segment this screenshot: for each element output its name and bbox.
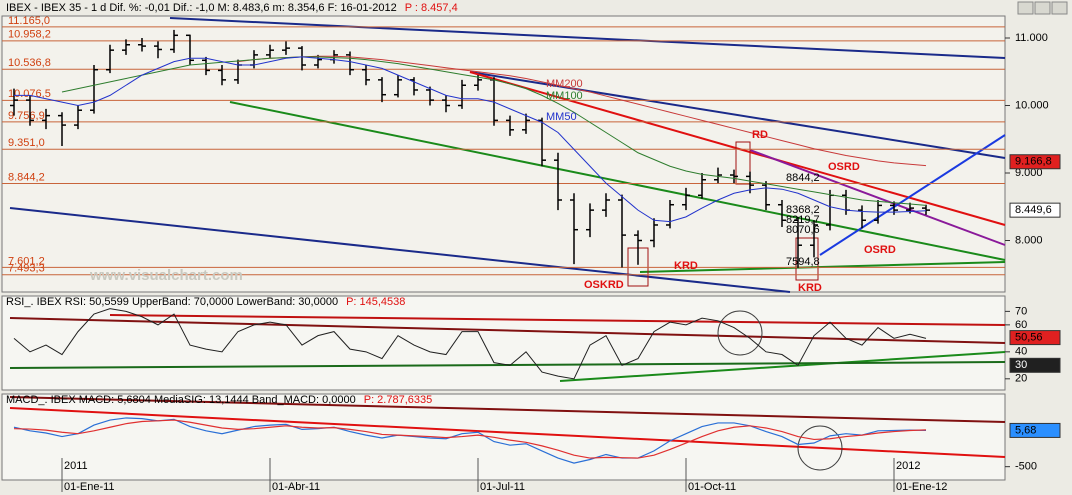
panel-title: MACD_. IBEX MACD: 5,6804 MediaSIG: 13,14… [6, 394, 356, 406]
trendline [9, 317, 1006, 344]
last-value-box [1009, 422, 1061, 438]
indicator-line [13, 308, 927, 380]
level-label: 11.165,0 [8, 15, 50, 27]
trendlines [9, 17, 1006, 471]
minimize-button[interactable] [1017, 1, 1034, 15]
last-value-box [1009, 357, 1061, 373]
last-value-label: 5,68 [1015, 424, 1036, 436]
trendline [229, 101, 1006, 261]
highlight-circle [797, 425, 843, 471]
x-tick-label: 01-Ene-12 [896, 481, 947, 493]
x-tick-label: 01-Abr-11 [272, 481, 320, 493]
indicator-line [13, 419, 927, 459]
y-tick-label: 20 [1015, 373, 1027, 385]
annotation: 8219,7 [786, 214, 820, 226]
price-panel [1, 15, 1006, 293]
last-value-box [1009, 330, 1061, 346]
last-value-label: 9.166,8 [1015, 156, 1052, 168]
year-label: 2011 [64, 460, 88, 472]
trendline [109, 314, 1006, 326]
level-label: 9.351,0 [8, 137, 45, 149]
annotation: 7594,8 [786, 256, 820, 268]
level-label: 7.601,2 [8, 255, 45, 267]
panel-title: IBEX - IBEX 35 - 1 d Dif. %: -0,01 Dif.:… [6, 2, 397, 14]
annotation: OSRD [864, 244, 896, 256]
panel-price: P: 2.787,6335 [364, 394, 433, 406]
last-value-label: 50,56 [1015, 331, 1043, 343]
trendline [469, 71, 1006, 226]
trendline [9, 396, 1006, 423]
y-tick-label: 60 [1015, 319, 1027, 331]
highlight-circle [717, 310, 763, 356]
moving-average [237, 55, 927, 167]
annotation: 8368,2 [786, 204, 820, 216]
x-tick-label: 01-Oct-11 [688, 481, 736, 493]
moving-average [14, 56, 927, 223]
annotation: RD [752, 129, 768, 141]
level-label: 10.958,2 [8, 29, 51, 41]
y-tick-label: -500 [1015, 461, 1037, 473]
trendline [169, 17, 1006, 59]
panel-price: P : 8.457,4 [405, 2, 458, 14]
year-label: 2012 [896, 460, 920, 472]
watermark: www.visualchart.com [89, 267, 243, 284]
annotation: 8844,2 [786, 172, 820, 184]
x-tick-label: 01-Ene-11 [64, 481, 115, 493]
last-value-label: 8.449,6 [1015, 204, 1052, 216]
x-tick-label: 01-Jul-11 [480, 481, 525, 493]
level-label: 8.844,2 [8, 171, 45, 183]
annotation: KRD [674, 260, 698, 272]
legend-label: MM50 [546, 111, 577, 123]
level-label: 9.756,9 [8, 110, 45, 122]
trendline [9, 207, 791, 293]
window-buttons [1017, 1, 1068, 15]
y-tick-label: 11.000 [1015, 32, 1048, 44]
annotation: OSRD [828, 161, 860, 173]
legend-label: MM100 [546, 90, 583, 102]
annotation: KRD [798, 282, 822, 294]
macd-panel [1, 393, 1006, 481]
y-tick-label: 10.000 [1015, 99, 1049, 111]
trendline [559, 351, 1006, 382]
close-button[interactable] [1051, 1, 1068, 15]
y-tick-label: 40 [1015, 346, 1027, 358]
panel-price: P: 145,4538 [346, 296, 405, 308]
legend-label: MM200 [546, 78, 583, 90]
last-value-box [1009, 154, 1061, 170]
rsi-panel [1, 295, 1006, 391]
annotation: OSKRD [584, 279, 624, 291]
maximize-button[interactable] [1034, 1, 1051, 15]
annotation: 8070,6 [786, 224, 820, 236]
level-label: 10.536,8 [8, 57, 51, 69]
pattern-box [795, 237, 819, 281]
trendline [469, 71, 1006, 159]
moving-average [61, 56, 927, 206]
y-tick-label: 8.000 [1015, 234, 1043, 246]
y-tick-label: 70 [1015, 305, 1027, 317]
trendline [9, 407, 1006, 458]
last-value-label: 30 [1015, 359, 1027, 371]
panel-title: RSI_. IBEX RSI: 50,5599 UpperBand: 70,00… [6, 296, 338, 308]
trendline [749, 149, 1006, 246]
trendline [819, 134, 1006, 256]
y-tick-label: 9.000 [1015, 167, 1043, 179]
last-value-box [1009, 202, 1061, 218]
level-label: 7.493,3 [8, 263, 45, 275]
